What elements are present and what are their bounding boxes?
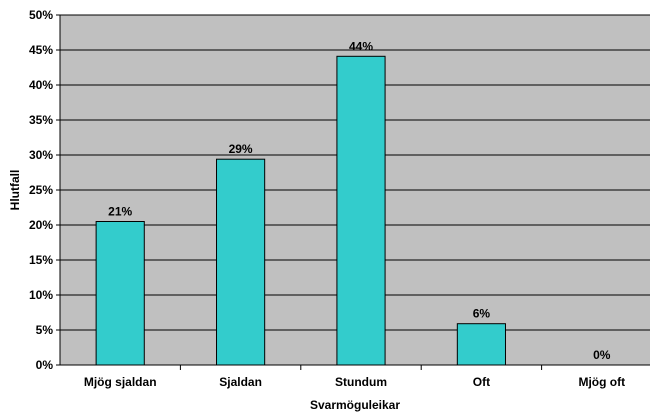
x-axis-title: Svarmöguleikar: [310, 398, 400, 412]
y-tick-label: 50%: [29, 8, 53, 22]
x-tick-label: Mjög oft: [578, 375, 625, 389]
bar: [456, 323, 506, 366]
data-label: 0%: [593, 348, 611, 362]
y-tick-label: 10%: [29, 288, 53, 302]
y-axis-title: Hlutfall: [8, 170, 22, 211]
bar: [336, 55, 386, 366]
bar: [95, 221, 145, 366]
data-label: 44%: [349, 39, 373, 53]
y-tick-label: 40%: [29, 78, 53, 92]
y-tick-label: 35%: [29, 113, 53, 127]
y-tick-label: 30%: [29, 148, 53, 162]
data-label: 29%: [229, 142, 253, 156]
data-label: 21%: [108, 205, 132, 219]
y-tick-label: 5%: [36, 323, 54, 337]
data-label: 6%: [473, 307, 491, 321]
y-tick-label: 0%: [36, 358, 54, 372]
x-tick-label: Stundum: [335, 375, 387, 389]
y-tick-label: 15%: [29, 253, 53, 267]
y-tick-label: 25%: [29, 183, 53, 197]
y-tick-label: 45%: [29, 43, 53, 57]
x-tick-label: Mjög sjaldan: [84, 375, 157, 389]
y-tick-labels: 0% 5% 10% 15% 20% 25% 30% 35% 40% 45% 50%: [29, 8, 53, 372]
y-tick-label: 20%: [29, 218, 53, 232]
data-labels: 21% 29% 44% 6% 0%: [108, 39, 611, 362]
bar: [216, 158, 266, 366]
x-tick-label: Oft: [473, 375, 490, 389]
x-tick-labels: Mjög sjaldan Sjaldan Stundum Oft Mjög oft: [84, 375, 625, 389]
x-tick-label: Sjaldan: [219, 375, 262, 389]
bars: [60, 55, 650, 366]
